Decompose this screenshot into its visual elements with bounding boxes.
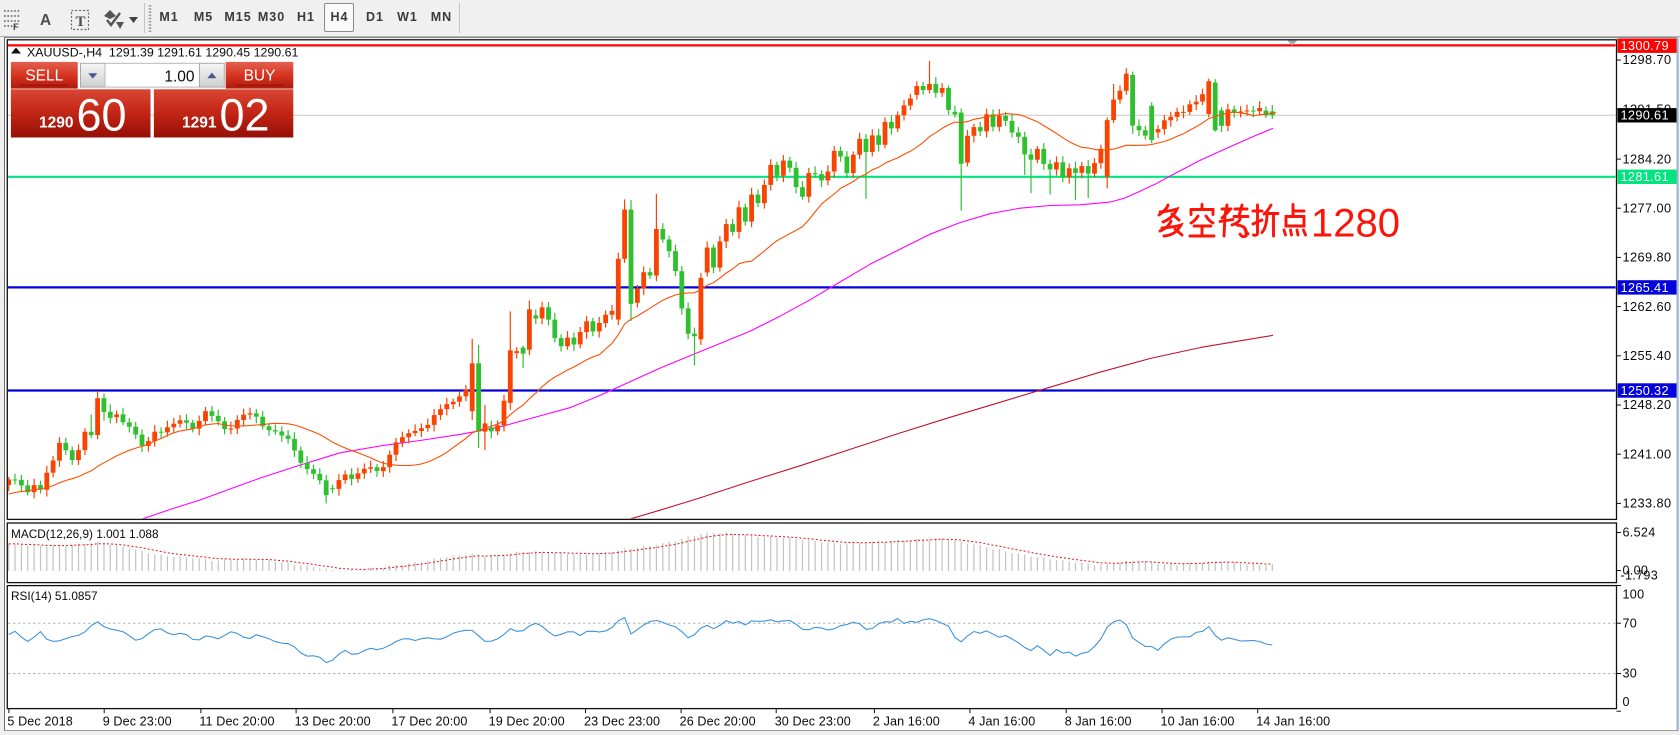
svg-text:6.524: 6.524 <box>1623 526 1656 540</box>
svg-text:1233.80: 1233.80 <box>1623 496 1672 511</box>
svg-text:1241.00: 1241.00 <box>1623 446 1672 461</box>
svg-text:100: 100 <box>1623 587 1645 601</box>
svg-text:RSI(14) 51.0857: RSI(14) 51.0857 <box>11 589 98 603</box>
svg-text:1280: 1280 <box>1311 202 1400 246</box>
svg-text:-1.793: -1.793 <box>1621 569 1659 583</box>
svg-text:1298.70: 1298.70 <box>1623 52 1672 67</box>
svg-text:1290.61: 1290.61 <box>1621 108 1669 123</box>
svg-text:9 Dec 23:00: 9 Dec 23:00 <box>103 714 172 728</box>
svg-text:30: 30 <box>1623 667 1638 681</box>
svg-text:MACD(12,26,9) 1.001 1.088: MACD(12,26,9) 1.001 1.088 <box>11 527 159 541</box>
svg-text:1281.61: 1281.61 <box>1621 169 1669 184</box>
svg-text:26 Dec 20:00: 26 Dec 20:00 <box>680 714 756 728</box>
svg-text:1269.80: 1269.80 <box>1623 250 1672 265</box>
svg-text:23 Dec 23:00: 23 Dec 23:00 <box>584 714 660 728</box>
svg-text:1248.20: 1248.20 <box>1623 397 1672 412</box>
svg-text:17 Dec 20:00: 17 Dec 20:00 <box>391 714 467 728</box>
svg-text:8 Jan 16:00: 8 Jan 16:00 <box>1065 714 1132 728</box>
svg-text:SELL: SELL <box>25 67 63 84</box>
svg-text:14 Jan 16:00: 14 Jan 16:00 <box>1256 714 1330 728</box>
svg-text:T: T <box>76 14 87 30</box>
svg-text:10 Jan 16:00: 10 Jan 16:00 <box>1161 714 1235 728</box>
svg-text:1284.20: 1284.20 <box>1623 151 1672 166</box>
svg-text:13 Dec 20:00: 13 Dec 20:00 <box>295 714 371 728</box>
svg-text:60: 60 <box>77 90 127 141</box>
svg-text:1290: 1290 <box>39 115 73 132</box>
svg-text:0.00: 0.00 <box>1623 563 1649 577</box>
svg-text:1300.79: 1300.79 <box>1621 38 1669 53</box>
svg-text:1262.60: 1262.60 <box>1623 299 1672 314</box>
svg-text:F: F <box>13 22 20 33</box>
svg-text:30 Dec 23:00: 30 Dec 23:00 <box>775 714 851 728</box>
svg-text:1250.32: 1250.32 <box>1621 383 1669 398</box>
svg-text:1265.41: 1265.41 <box>1621 280 1669 295</box>
svg-text:BUY: BUY <box>244 67 276 84</box>
svg-text:1291: 1291 <box>182 115 217 132</box>
svg-text:XAUUSD-,H4 1291.39 1291.61 12: XAUUSD-,H4 1291.39 1291.61 1290.45 1290.… <box>27 45 299 59</box>
svg-text:5 Dec 2018: 5 Dec 2018 <box>7 714 72 728</box>
svg-text:70: 70 <box>1623 616 1638 630</box>
svg-text:1255.40: 1255.40 <box>1623 348 1672 363</box>
svg-text:4 Jan 16:00: 4 Jan 16:00 <box>968 714 1035 728</box>
svg-text:1.00: 1.00 <box>164 69 195 86</box>
svg-text:02: 02 <box>220 90 270 141</box>
svg-text:0: 0 <box>1623 695 1630 709</box>
svg-text:2 Jan 16:00: 2 Jan 16:00 <box>873 714 940 728</box>
svg-text:11 Dec 20:00: 11 Dec 20:00 <box>199 714 274 728</box>
svg-text:1277.00: 1277.00 <box>1623 200 1672 215</box>
svg-text:19 Dec 20:00: 19 Dec 20:00 <box>489 714 565 728</box>
svg-text:A: A <box>40 12 52 29</box>
